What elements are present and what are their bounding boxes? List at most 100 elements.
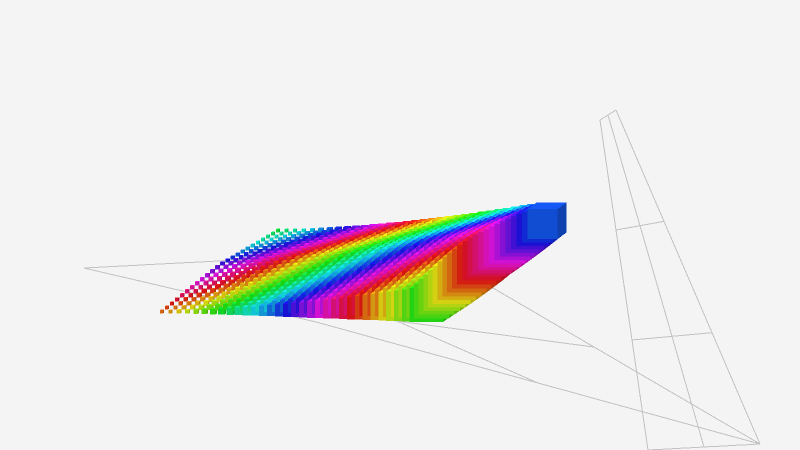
voxel-top-face — [159, 309, 164, 311]
voxel-marker — [208, 276, 214, 282]
voxel-top-face — [213, 272, 219, 274]
voxel-front-face — [218, 269, 223, 274]
voxel-front-face — [186, 301, 191, 306]
voxel-side-face — [272, 237, 274, 242]
voxel-front-face — [210, 289, 215, 294]
voxel-marker — [271, 231, 275, 236]
voxel-top-face — [191, 296, 197, 298]
voxel-side-face — [197, 288, 199, 294]
voxel-side-face — [176, 305, 178, 310]
voxel-top-face — [223, 264, 229, 266]
voxel-top-face — [342, 226, 351, 228]
voxel-front-face — [264, 241, 268, 245]
voxel-front-face — [254, 247, 258, 251]
voxel-side-face — [296, 228, 298, 233]
voxel-front-face — [205, 293, 210, 298]
voxel-top-face — [215, 283, 221, 285]
voxel-front-face — [191, 297, 196, 302]
voxel-front-face — [188, 293, 192, 298]
voxel-front-face — [242, 258, 247, 263]
voxel-front-face — [195, 301, 200, 306]
voxel-top-face — [243, 266, 251, 269]
voxel-layer — [159, 202, 567, 322]
voxel-top-face — [189, 285, 195, 286]
voxel-top-face — [272, 240, 278, 241]
voxel-marker — [220, 261, 225, 266]
voxel-front-face — [213, 273, 218, 278]
voxel-top-face — [205, 272, 210, 274]
voxel-front-face — [230, 272, 235, 278]
voxel-marker — [201, 288, 207, 294]
voxel-top-face — [276, 228, 280, 230]
voxel-top-face — [193, 288, 199, 290]
voxel-marker — [174, 297, 180, 302]
voxel-top-face — [240, 263, 247, 265]
voxel-marker — [181, 305, 187, 310]
voxel-top-face — [294, 236, 301, 238]
voxel-marker — [164, 305, 170, 310]
voxel-top-face — [293, 228, 298, 230]
voxel-marker — [190, 304, 196, 310]
voxel-front-face — [284, 229, 288, 233]
voxel-side-face — [287, 228, 289, 233]
voxel-front-face — [220, 280, 225, 286]
voxel-top-face — [264, 240, 269, 242]
voxel-side-face — [186, 297, 188, 302]
voxel-top-face — [173, 305, 178, 307]
voxel-side-face — [282, 231, 284, 236]
voxel-top-face — [233, 275, 241, 277]
voxel-marker — [237, 260, 243, 266]
voxel-front-face — [196, 293, 201, 298]
voxel-top-face — [248, 262, 256, 265]
voxel-front-face — [262, 246, 267, 251]
voxel-front-face — [218, 308, 225, 315]
voxel-marker — [193, 308, 200, 314]
voxel-front-face — [223, 265, 228, 270]
voxel-top-face — [257, 248, 263, 250]
voxel-top-face — [230, 255, 235, 257]
voxel-top-face — [250, 243, 255, 245]
voxel-front-face — [211, 281, 216, 286]
voxel-top-face — [210, 288, 216, 290]
voxel-marker — [185, 308, 191, 314]
voxel-top-face — [527, 202, 567, 210]
voxel-top-face — [245, 259, 252, 261]
voxel-top-face — [216, 276, 223, 278]
voxel-marker — [255, 240, 260, 245]
voxel-top-face — [210, 268, 215, 270]
voxel-top-face — [259, 243, 264, 245]
voxel-top-face — [186, 300, 192, 302]
voxel-marker — [269, 237, 274, 242]
voxel-top-face — [233, 258, 239, 259]
voxel-top-face — [164, 305, 170, 307]
voxel-front-face — [255, 241, 259, 245]
voxel-top-face — [198, 304, 205, 306]
voxel-top-face — [292, 241, 300, 243]
voxel-front-face — [271, 232, 274, 236]
voxel-top-face — [367, 224, 379, 226]
voxel-side-face — [185, 305, 187, 310]
voxel-front-face — [296, 231, 300, 236]
voxel-front-face — [189, 285, 194, 290]
voxel-side-face — [202, 284, 204, 290]
voxel-marker — [276, 228, 280, 233]
voxel-side-face — [253, 243, 255, 248]
voxel-front-face — [274, 235, 278, 239]
voxel-front-face — [198, 285, 203, 290]
voxel-front-face — [231, 264, 237, 270]
voxel-top-face — [279, 231, 284, 233]
voxel-top-face — [277, 237, 283, 238]
voxel-top-face — [181, 305, 187, 306]
voxel-front-face — [225, 259, 229, 263]
voxel-side-face — [193, 285, 195, 290]
voxel-top-face — [265, 248, 272, 250]
voxel-top-face — [200, 296, 206, 298]
voxel-side-face — [183, 293, 185, 298]
voxel-marker — [221, 272, 228, 278]
voxel-top-face — [231, 264, 238, 265]
voxel-top-face — [255, 254, 262, 256]
voxel-front-face — [230, 256, 234, 260]
voxel-marker — [309, 227, 315, 233]
voxel-top-face — [208, 295, 215, 298]
voxel-marker — [194, 280, 200, 286]
